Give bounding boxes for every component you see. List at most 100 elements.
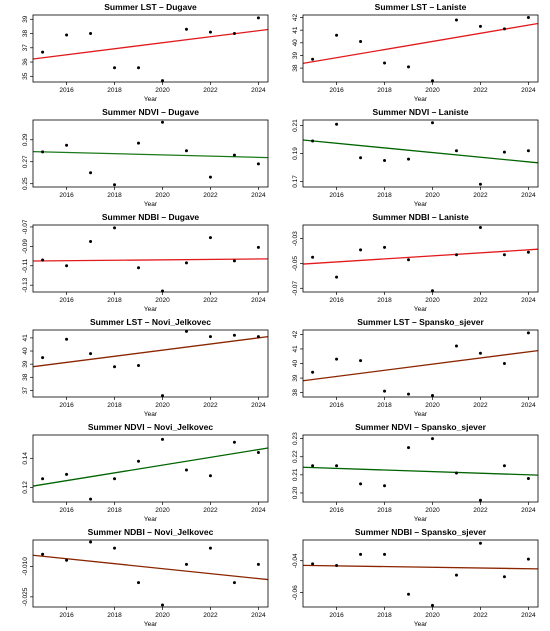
data-point (335, 564, 339, 568)
data-point (137, 66, 141, 70)
data-point (184, 468, 188, 472)
data-point (232, 440, 236, 444)
data-point (41, 50, 45, 54)
data-point (311, 370, 315, 374)
data-point (137, 581, 141, 585)
y-tick-label: 40 (292, 360, 299, 368)
x-tick-label: 2024 (251, 192, 266, 199)
x-tick-label: 2018 (377, 192, 392, 199)
chart-panel-4: Summer NDBI – Dugave 2016 2018 2020 2022 2024… (22, 212, 269, 313)
data-point (502, 575, 506, 579)
data-point (359, 248, 363, 252)
x-tick-label: 2018 (377, 507, 392, 514)
chart-title: Summer NDVI – Laniste (373, 107, 469, 117)
trend-line (32, 258, 269, 262)
y-tick-label: -0.07 (22, 219, 29, 234)
data-point (478, 225, 482, 229)
x-tick-label: 2022 (203, 402, 218, 409)
data-point (526, 149, 530, 153)
x-tick-label: 2022 (473, 297, 488, 304)
x-tick-label: 2020 (425, 507, 440, 514)
y-tick-label: 0.25 (22, 177, 29, 190)
data-point (137, 459, 141, 463)
data-point (335, 33, 339, 37)
plot-frame (32, 329, 269, 398)
plot-frame (302, 434, 539, 503)
y-tick-label: -0.06 (292, 585, 299, 600)
data-point (478, 24, 482, 28)
x-tick-label: 2016 (329, 297, 344, 304)
chart-title: Summer LST – Novi_Jelkovec (90, 317, 211, 327)
data-point (89, 540, 93, 544)
x-tick-label: 2016 (329, 612, 344, 619)
x-tick-label: 2022 (473, 612, 488, 619)
data-point (311, 464, 315, 468)
data-point (184, 562, 188, 566)
data-point (208, 236, 212, 240)
data-point (359, 40, 363, 44)
chart-panel-0: Summer LST – Dugave 2016 2018 2020 2022 2024 3… (22, 2, 269, 103)
data-point (335, 464, 339, 468)
x-axis-label: Year (144, 96, 158, 103)
data-point (430, 603, 434, 607)
data-point (208, 335, 212, 339)
x-tick-label: 2022 (473, 192, 488, 199)
x-tick-label: 2016 (59, 192, 74, 199)
data-point (256, 245, 260, 249)
x-tick-label: 2024 (521, 192, 536, 199)
y-tick-label: -0.07 (292, 280, 299, 295)
y-tick-label: 41 (292, 26, 299, 34)
data-point (113, 365, 117, 369)
trend-line (302, 22, 539, 65)
data-point (137, 266, 141, 270)
plot-frame (302, 329, 539, 398)
x-tick-label: 2022 (473, 507, 488, 514)
x-tick-label: 2016 (59, 612, 74, 619)
data-point (232, 581, 236, 585)
y-tick-label: 0.17 (292, 175, 299, 188)
x-tick-label: 2022 (473, 402, 488, 409)
data-point (311, 255, 315, 259)
data-point (383, 484, 387, 488)
data-point (256, 450, 260, 454)
data-point (160, 603, 164, 607)
x-tick-label: 2022 (203, 507, 218, 514)
data-point (113, 546, 117, 550)
y-tick-label: 0.21 (292, 468, 299, 481)
data-point (41, 356, 45, 360)
x-tick-label: 2022 (203, 192, 218, 199)
data-point (383, 552, 387, 556)
y-tick-label: 39 (292, 374, 299, 382)
y-tick-label: -0.13 (22, 277, 29, 292)
y-tick-label: -0.03 (292, 231, 299, 246)
data-point (430, 437, 434, 441)
y-tick-label: -0.05 (292, 256, 299, 271)
trend-line (302, 466, 539, 476)
data-point (359, 482, 363, 486)
data-point (160, 437, 164, 441)
trend-line (32, 447, 269, 487)
x-tick-label: 2016 (59, 402, 74, 409)
x-tick-label: 2024 (521, 507, 536, 514)
data-point (256, 562, 260, 566)
x-tick-label: 2016 (59, 507, 74, 514)
trend-line (32, 28, 269, 60)
x-axis-label: Year (144, 306, 158, 313)
x-tick-label: 2024 (251, 612, 266, 619)
data-point (232, 32, 236, 36)
data-point (478, 351, 482, 355)
data-point (407, 446, 411, 450)
data-point (232, 153, 236, 157)
data-point (137, 141, 141, 145)
x-tick-label: 2018 (107, 297, 122, 304)
data-point (502, 362, 506, 365)
x-axis-label: Year (414, 411, 428, 418)
x-tick-label: 2020 (425, 402, 440, 409)
chart-panel-3: Summer NDVI – Laniste 2016 2018 2020 2022 202… (292, 107, 539, 208)
y-tick-label: 37 (22, 44, 29, 52)
data-point (502, 464, 506, 468)
data-point (113, 66, 117, 70)
x-tick-label: 2020 (155, 612, 170, 619)
x-axis-label: Year (414, 306, 428, 313)
